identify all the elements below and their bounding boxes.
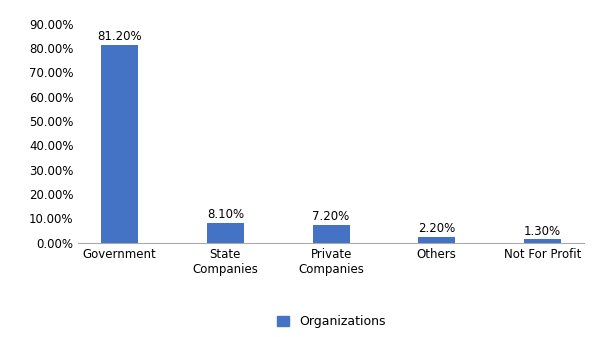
Bar (312, 225, 350, 243)
Text: 1.30%: 1.30% (524, 224, 561, 238)
Bar (101, 45, 138, 243)
Text: 8.10%: 8.10% (207, 208, 244, 221)
Bar (524, 240, 561, 243)
Legend: Organizations: Organizations (276, 315, 386, 328)
Text: 7.20%: 7.20% (312, 210, 350, 223)
Bar (207, 223, 244, 243)
Bar (418, 237, 455, 243)
Text: 2.20%: 2.20% (418, 222, 455, 235)
Text: 81.20%: 81.20% (98, 30, 142, 43)
